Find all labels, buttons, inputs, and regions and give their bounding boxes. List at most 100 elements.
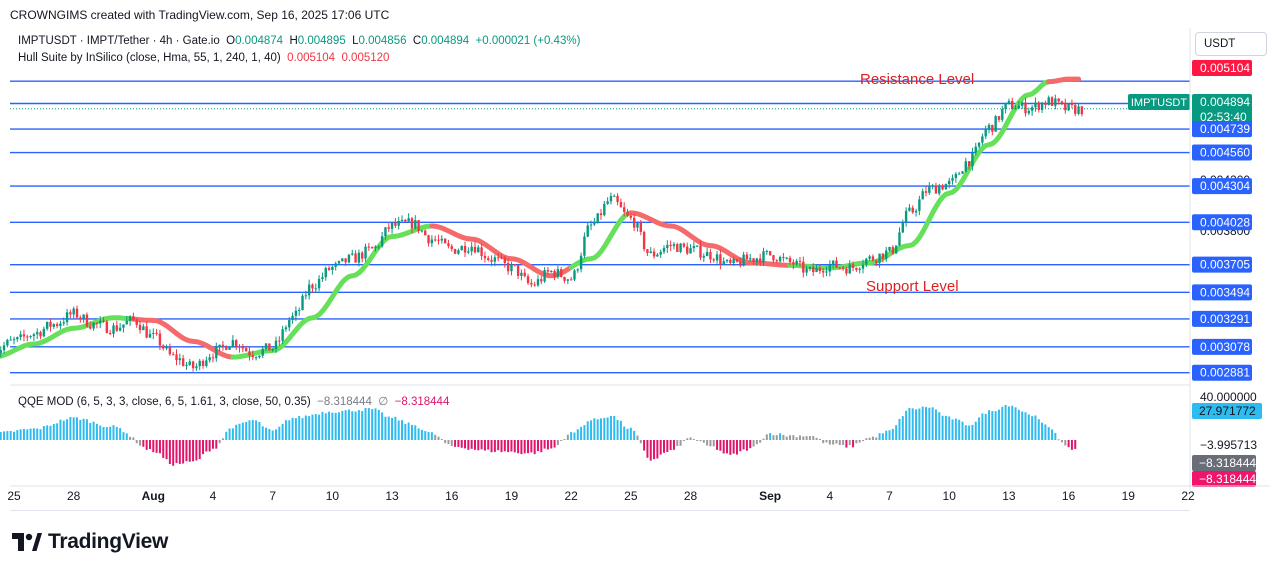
candle-body: [845, 268, 848, 274]
qqe-bar: [546, 440, 549, 450]
qqe-bar: [178, 440, 181, 464]
level-price-tag-10: 0.003078: [1200, 340, 1250, 354]
qqe-bar: [1041, 422, 1044, 440]
qqe-axis-label: 40.000000: [1200, 390, 1257, 404]
candle-body: [79, 317, 82, 319]
candle-body: [715, 254, 719, 261]
candle-body: [928, 186, 931, 193]
level-price-tag-11: 0.002881: [1200, 366, 1250, 380]
candle-body: [89, 326, 92, 329]
qqe-bar: [351, 411, 354, 440]
candle-body: [629, 215, 633, 218]
qqe-bar: [364, 408, 367, 440]
candle-body: [162, 345, 165, 349]
qqe-bar: [384, 416, 387, 440]
qqe-bar: [613, 415, 616, 440]
last-price-tag-bg: [1192, 94, 1252, 110]
qqe-bar: [732, 440, 735, 454]
candle-body: [533, 284, 536, 286]
qqe-bar: [619, 420, 622, 440]
candle-body: [380, 236, 384, 247]
qqe-bar: [198, 440, 201, 460]
hull-legend[interactable]: Hull Suite by InSilico (close, Hma, 55, …: [18, 52, 389, 64]
qqe-bar: [467, 440, 470, 450]
candle-body: [948, 180, 951, 185]
qqe-histogram: [0, 404, 1077, 466]
hull-value-2: 0.005120: [341, 52, 390, 64]
qqe-bar: [79, 419, 82, 440]
candle-body: [248, 351, 251, 356]
candle-body: [530, 282, 533, 285]
symbol-legend[interactable]: IMPTUSDT · IMPT/Tether · 4h · Gate.io O0…: [18, 35, 580, 47]
qqe-bar: [765, 434, 768, 440]
candle-body: [49, 321, 52, 327]
qqe-bar: [812, 435, 815, 440]
candle-body: [185, 364, 188, 366]
currency-selector[interactable]: USDT: [1195, 32, 1267, 56]
qqe-bar: [447, 440, 450, 445]
candle-body: [1017, 105, 1021, 109]
candle-body: [69, 312, 72, 315]
candle-body: [861, 264, 865, 269]
candle-body: [875, 260, 878, 263]
candle-body: [1054, 98, 1057, 106]
qqe-bar: [195, 440, 198, 461]
candle-body: [45, 321, 49, 329]
candle-body: [566, 279, 570, 281]
candle-body: [695, 245, 699, 247]
candle-body: [1004, 102, 1007, 110]
qqe-bar: [145, 440, 148, 450]
candle-body: [334, 263, 337, 267]
qqe-bar: [454, 440, 457, 447]
high-value: 0.004895: [297, 35, 346, 47]
qqe-bar: [915, 409, 918, 440]
candle-body: [188, 361, 191, 365]
qqe-bar: [951, 419, 954, 440]
candle-body: [404, 219, 407, 222]
level-price-tag-8: 0.003494: [1200, 285, 1250, 299]
qqe-bar: [629, 427, 632, 440]
qqe-bar: [878, 433, 881, 440]
qqe-bar: [500, 440, 503, 453]
candle-body: [377, 246, 381, 248]
qqe-bar: [994, 411, 997, 440]
qqe-bar: [739, 440, 742, 452]
qqe-legend[interactable]: QQE MOD (6, 5, 3, 3, close, 6, 5, 1.61, …: [18, 394, 449, 408]
candle-body: [29, 336, 32, 338]
candle-body: [447, 243, 450, 247]
candle-body: [725, 259, 729, 262]
qqe-bar: [26, 429, 29, 440]
qqe-bar: [958, 419, 961, 440]
level-price-tag-4-bg: [1192, 144, 1252, 161]
qqe-bar: [1024, 412, 1027, 440]
qqe-bar: [155, 440, 158, 453]
candle-body: [798, 260, 802, 262]
candle-body: [1034, 102, 1037, 108]
candle-body: [934, 185, 938, 194]
qqe-bar: [49, 425, 52, 440]
qqe-bar: [95, 423, 98, 440]
qqe-bar: [858, 440, 861, 443]
candle-body: [506, 263, 510, 272]
qqe-bar: [722, 440, 725, 454]
qqe-bar: [271, 430, 274, 440]
candle-body: [908, 207, 911, 211]
candle-body: [802, 261, 805, 273]
qqe-bar: [988, 410, 991, 440]
candle-body: [593, 223, 596, 225]
qqe-bar: [686, 438, 689, 440]
candle-body: [758, 258, 762, 263]
qqe-bar: [301, 418, 304, 440]
candle-body: [659, 251, 662, 255]
qqe-bar: [623, 426, 626, 440]
qqe-bar: [427, 431, 430, 440]
qqe-bar: [357, 410, 360, 440]
qqe-bar: [805, 436, 808, 440]
candle-body: [775, 260, 778, 262]
candle-body: [901, 222, 904, 233]
qqe-bar: [580, 426, 583, 440]
candle-body: [865, 258, 868, 265]
candle-body: [165, 347, 168, 349]
qqe-bar: [251, 420, 254, 440]
